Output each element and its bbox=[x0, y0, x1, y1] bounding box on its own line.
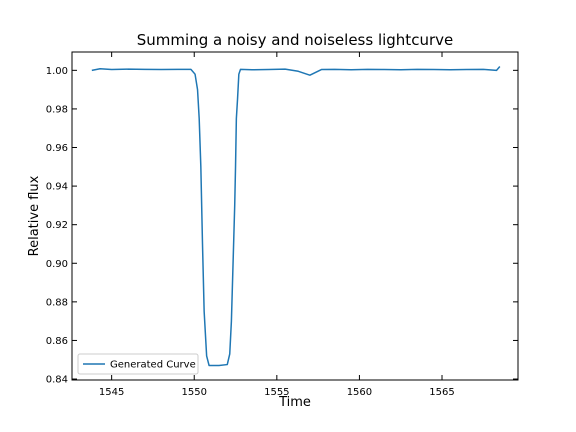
y-axis-label: Relative flux bbox=[27, 175, 42, 256]
x-tick-label: 1550 bbox=[182, 387, 207, 398]
x-tick-label: 1555 bbox=[264, 387, 289, 398]
y-tick-label: 1.00 bbox=[46, 66, 68, 77]
legend-label: Generated Curve bbox=[110, 360, 196, 371]
legend: Generated Curve bbox=[77, 353, 199, 375]
x-axis-label: Time bbox=[278, 395, 311, 410]
y-tick-label: 0.94 bbox=[46, 182, 68, 193]
x-tick-label: 1545 bbox=[99, 387, 124, 398]
axes-frame bbox=[71, 51, 519, 381]
series-line-generated-curve bbox=[91, 65, 501, 367]
y-tick-label: 0.84 bbox=[46, 375, 68, 386]
chart-title: Summing a noisy and noiseless lightcurve bbox=[137, 31, 453, 49]
y-tick-label: 0.92 bbox=[46, 220, 68, 231]
y-tick-label: 0.98 bbox=[46, 104, 68, 115]
x-tick-label: 1565 bbox=[429, 387, 454, 398]
x-tick-label: 1560 bbox=[347, 387, 372, 398]
legend-box bbox=[77, 353, 199, 375]
y-tick-label: 0.88 bbox=[46, 297, 68, 308]
y-tick-label: 0.96 bbox=[46, 143, 68, 154]
x-axis-ticks: 1545 1550 1555 1560 1565 bbox=[99, 52, 455, 398]
y-axis-ticks: 0.84 0.86 0.88 0.90 0.92 0.94 0.96 0.98 1.00 bbox=[46, 66, 518, 386]
plot-area: 1545 1550 1555 1560 1565 0.84 0.86 0.88 0.90 0.9… bbox=[46, 51, 519, 398]
y-tick-label: 0.90 bbox=[46, 259, 68, 270]
y-tick-label: 0.86 bbox=[46, 336, 68, 347]
